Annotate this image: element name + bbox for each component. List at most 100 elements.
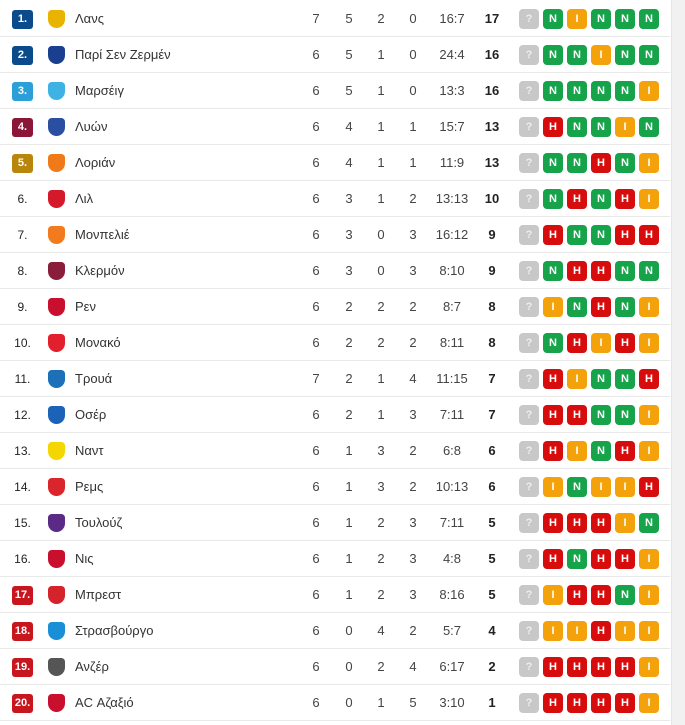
next-match-badge[interactable]: ? — [519, 45, 539, 65]
form-result-badge[interactable]: H — [591, 261, 611, 281]
form-result-badge[interactable]: I — [543, 585, 563, 605]
form-result-badge[interactable]: I — [639, 585, 659, 605]
form-result-badge[interactable]: I — [639, 189, 659, 209]
form-result-badge[interactable]: I — [543, 297, 563, 317]
next-match-badge[interactable]: ? — [519, 225, 539, 245]
next-match-badge[interactable]: ? — [519, 441, 539, 461]
form-result-badge[interactable]: I — [639, 81, 659, 101]
form-result-badge[interactable]: N — [543, 9, 563, 29]
table-row[interactable]: 4. Λυών 6 4 1 1 15:7 13? H N N I N — [0, 109, 670, 145]
form-result-badge[interactable]: H — [543, 225, 563, 245]
form-result-badge[interactable]: H — [615, 441, 635, 461]
form-result-badge[interactable]: H — [639, 369, 659, 389]
form-result-badge[interactable]: N — [543, 153, 563, 173]
next-match-badge[interactable]: ? — [519, 549, 539, 569]
form-result-badge[interactable]: N — [543, 189, 563, 209]
team-name[interactable]: Λιλ — [75, 191, 94, 206]
form-result-badge[interactable]: N — [567, 477, 587, 497]
table-row[interactable]: 12. Οσέρ 6 2 1 3 7:11 7? H H N N I — [0, 397, 670, 433]
team-name[interactable]: Ανζέρ — [75, 659, 109, 674]
team-name[interactable]: Παρί Σεν Ζερμέν — [75, 47, 171, 62]
form-result-badge[interactable]: I — [591, 333, 611, 353]
next-match-badge[interactable]: ? — [519, 693, 539, 713]
table-row[interactable]: 6. Λιλ 6 3 1 2 13:13 10? N H N H I — [0, 181, 670, 217]
form-result-badge[interactable]: N — [615, 369, 635, 389]
next-match-badge[interactable]: ? — [519, 261, 539, 281]
form-result-badge[interactable]: N — [591, 225, 611, 245]
form-result-badge[interactable]: N — [543, 333, 563, 353]
form-result-badge[interactable]: I — [591, 45, 611, 65]
form-result-badge[interactable]: H — [567, 405, 587, 425]
form-result-badge[interactable]: H — [543, 405, 563, 425]
table-row[interactable]: 9. Ρεν 6 2 2 2 8:7 8? I N H N I — [0, 289, 670, 325]
form-result-badge[interactable]: I — [639, 405, 659, 425]
form-result-badge[interactable]: N — [543, 81, 563, 101]
next-match-badge[interactable]: ? — [519, 81, 539, 101]
next-match-badge[interactable]: ? — [519, 189, 539, 209]
table-row[interactable]: 17. Μπρεστ 6 1 2 3 8:16 5? I H H N I — [0, 577, 670, 613]
form-result-badge[interactable]: I — [567, 441, 587, 461]
form-result-badge[interactable]: H — [615, 693, 635, 713]
form-result-badge[interactable]: H — [639, 225, 659, 245]
team-name[interactable]: Λανς — [75, 11, 104, 26]
form-result-badge[interactable]: N — [591, 369, 611, 389]
form-result-badge[interactable]: I — [639, 549, 659, 569]
team-name[interactable]: Λοριάν — [75, 155, 116, 170]
form-result-badge[interactable]: I — [639, 441, 659, 461]
form-result-badge[interactable]: H — [567, 585, 587, 605]
table-row[interactable]: 11. Τρουά 7 2 1 4 11:15 7? H I N N H — [0, 361, 670, 397]
form-result-badge[interactable]: N — [567, 117, 587, 137]
form-result-badge[interactable]: H — [567, 189, 587, 209]
team-name[interactable]: Λυών — [75, 119, 108, 134]
form-result-badge[interactable]: N — [591, 9, 611, 29]
next-match-badge[interactable]: ? — [519, 9, 539, 29]
form-result-badge[interactable]: N — [615, 405, 635, 425]
form-result-badge[interactable]: N — [639, 9, 659, 29]
table-row[interactable]: 13. Ναντ 6 1 3 2 6:8 6? H I N H I — [0, 433, 670, 469]
form-result-badge[interactable]: N — [639, 117, 659, 137]
form-result-badge[interactable]: N — [615, 261, 635, 281]
form-result-badge[interactable]: N — [543, 261, 563, 281]
form-result-badge[interactable]: H — [567, 693, 587, 713]
form-result-badge[interactable]: N — [591, 189, 611, 209]
form-result-badge[interactable]: N — [567, 297, 587, 317]
form-result-badge[interactable]: H — [543, 657, 563, 677]
form-result-badge[interactable]: H — [615, 189, 635, 209]
form-result-badge[interactable]: I — [639, 153, 659, 173]
form-result-badge[interactable]: I — [639, 693, 659, 713]
form-result-badge[interactable]: I — [615, 117, 635, 137]
form-result-badge[interactable]: I — [543, 621, 563, 641]
team-name[interactable]: Τρουά — [75, 371, 113, 386]
team-name[interactable]: Ρεν — [75, 299, 96, 314]
form-result-badge[interactable]: I — [639, 657, 659, 677]
form-result-badge[interactable]: H — [567, 261, 587, 281]
team-name[interactable]: Μαρσέιγ — [75, 83, 124, 98]
team-name[interactable]: AC Αζαξιό — [75, 695, 134, 710]
form-result-badge[interactable]: N — [615, 153, 635, 173]
form-result-badge[interactable]: I — [615, 513, 635, 533]
table-row[interactable]: 3. Μαρσέιγ 6 5 1 0 13:3 16? N N N N I — [0, 73, 670, 109]
form-result-badge[interactable]: I — [567, 369, 587, 389]
form-result-badge[interactable]: I — [543, 477, 563, 497]
team-name[interactable]: Τουλούζ — [75, 515, 123, 530]
team-name[interactable]: Νις — [75, 551, 94, 566]
form-result-badge[interactable]: H — [591, 297, 611, 317]
form-result-badge[interactable]: N — [567, 81, 587, 101]
form-result-badge[interactable]: I — [639, 297, 659, 317]
form-result-badge[interactable]: H — [543, 693, 563, 713]
form-result-badge[interactable]: I — [591, 477, 611, 497]
table-row[interactable]: 5. Λοριάν 6 4 1 1 11:9 13? N N H N I — [0, 145, 670, 181]
next-match-badge[interactable]: ? — [519, 657, 539, 677]
form-result-badge[interactable]: H — [543, 513, 563, 533]
form-result-badge[interactable]: N — [567, 549, 587, 569]
form-result-badge[interactable]: H — [567, 657, 587, 677]
table-row[interactable]: 1. Λανς 7 5 2 0 16:7 17? N I N N N — [0, 1, 670, 37]
form-result-badge[interactable]: N — [615, 9, 635, 29]
form-result-badge[interactable]: H — [615, 333, 635, 353]
form-result-badge[interactable]: H — [543, 369, 563, 389]
team-name[interactable]: Μπρεστ — [75, 587, 122, 602]
form-result-badge[interactable]: H — [543, 441, 563, 461]
team-name[interactable]: Οσέρ — [75, 407, 107, 422]
form-result-badge[interactable]: I — [639, 621, 659, 641]
next-match-badge[interactable]: ? — [519, 477, 539, 497]
